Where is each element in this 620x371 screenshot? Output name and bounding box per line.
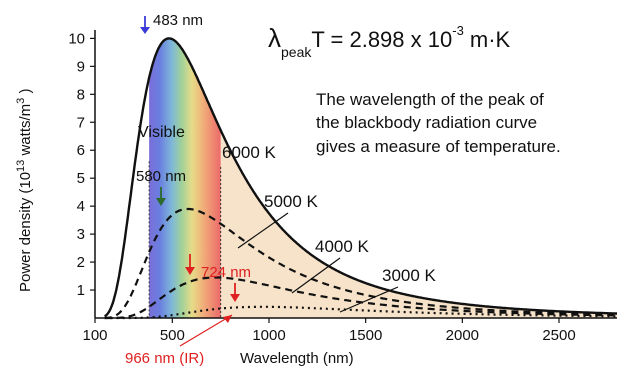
peak-arrow-4000 (185, 254, 195, 275)
x-tick-label: 2000 (446, 327, 479, 344)
curve-6000k (104, 37, 617, 318)
x-axis-label: Wavelength (nm) (240, 350, 354, 367)
y-tick-label: 2 (77, 254, 85, 271)
x-tick-label: 2500 (542, 327, 575, 344)
description-line-2: the blackbody radiation curve (316, 113, 537, 132)
curve-3000k (104, 305, 617, 320)
pointer-5000 (237, 212, 289, 249)
series-label-5000: 5000 K (264, 192, 319, 211)
formula: λpeakT = 2.898 x 10-3 m·K (268, 23, 511, 60)
peak-arrow-3000 (230, 283, 240, 302)
x-ticks: 100 500 1000 1500 2000 2500 (82, 318, 576, 344)
y-tick-label: 10 (68, 30, 85, 47)
curve-5000k (104, 207, 617, 319)
pointer-966-head (223, 315, 232, 323)
peak-arrow-6000 (140, 16, 150, 34)
peak-label-3000: 966 nm (IR) (125, 350, 204, 367)
x-tick-label: 1000 (252, 327, 285, 344)
x-tick-label: 1500 (349, 327, 382, 344)
series-label-3000: 3000 K (382, 266, 437, 285)
y-tick-label: 1 (77, 282, 85, 299)
curve-4000k (104, 276, 617, 320)
y-tick-label: 3 (77, 226, 85, 243)
peak-label-6000: 483 nm (153, 12, 203, 29)
y-tick-label: 9 (77, 58, 85, 75)
description-line-3: gives a measure of temperature. (316, 137, 561, 156)
y-tick-label: 6 (77, 142, 85, 159)
y-tick-label: 5 (77, 170, 85, 187)
curves (104, 37, 617, 320)
y-axis-label: Power density (1013 watts/m3 ) (15, 89, 34, 292)
peak-arrow-5000 (156, 187, 166, 206)
series-label-6000: 6000 K (222, 143, 277, 162)
pointer-966 (179, 314, 233, 347)
x-tick-label: 500 (160, 327, 185, 344)
y-ticks: 1 2 3 4 5 6 7 8 9 10 (68, 30, 95, 299)
series-label-4000: 4000 K (315, 237, 370, 256)
x-tick-label: 100 (82, 327, 107, 344)
y-tick-label: 7 (77, 114, 85, 131)
y-tick-label: 4 (77, 198, 85, 215)
visible-label: Visible (138, 124, 185, 141)
pointer-3000 (339, 286, 399, 313)
pointer-4000 (291, 257, 341, 294)
y-tick-label: 8 (77, 86, 85, 103)
description-line-1: The wavelength of the peak of (316, 90, 544, 109)
peak-label-4000: 724 nm (201, 264, 251, 281)
peak-label-5000: 580 nm (136, 168, 186, 185)
